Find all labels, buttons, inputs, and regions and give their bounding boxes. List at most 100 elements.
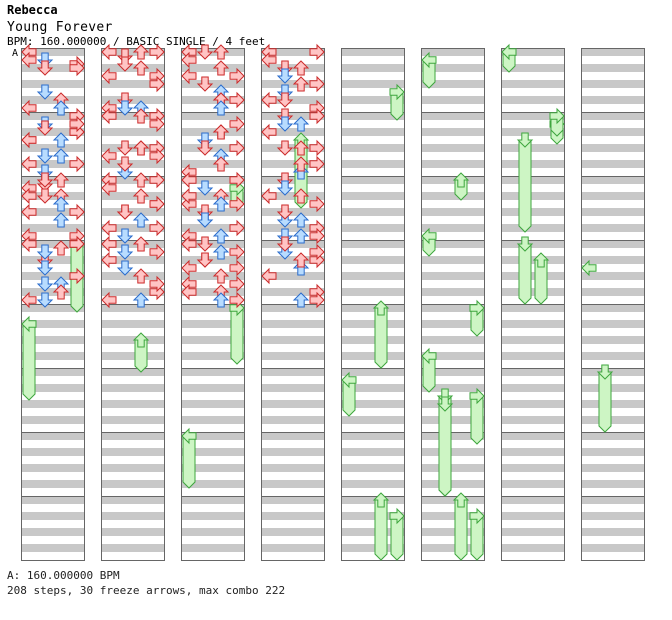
beat-stripe bbox=[501, 352, 565, 360]
step-arrow bbox=[21, 155, 37, 173]
freeze-arrow-head bbox=[581, 259, 597, 277]
beat-stripe bbox=[261, 160, 325, 168]
beat-stripe bbox=[261, 192, 325, 200]
step-arrow bbox=[69, 203, 85, 221]
beat-stripe bbox=[421, 256, 485, 264]
step-arrow bbox=[196, 140, 214, 156]
beat-stripe bbox=[101, 416, 165, 424]
beat-stripe bbox=[421, 48, 485, 56]
beat-stripe bbox=[501, 304, 565, 312]
step-arrow bbox=[69, 235, 85, 253]
beat-stripe bbox=[261, 272, 325, 280]
beat-stripe bbox=[581, 256, 645, 264]
step-arrow bbox=[309, 155, 325, 173]
freeze-arrow-head bbox=[469, 507, 485, 525]
beat-stripe bbox=[421, 336, 485, 344]
beat-stripe bbox=[101, 512, 165, 520]
step-arrow bbox=[276, 140, 294, 156]
beat-stripe bbox=[341, 128, 405, 136]
beat-stripe bbox=[421, 272, 485, 280]
freeze-arrow-head bbox=[389, 83, 405, 101]
beat-stripe bbox=[261, 80, 325, 88]
beat-stripe bbox=[341, 416, 405, 424]
beat-stripe bbox=[261, 496, 325, 504]
freeze-arrow-head bbox=[421, 227, 437, 245]
step-arrow bbox=[292, 140, 310, 156]
step-arrow bbox=[196, 252, 214, 268]
beat-stripe bbox=[341, 480, 405, 488]
beat-stripe bbox=[341, 256, 405, 264]
step-arrow bbox=[229, 91, 245, 109]
step-arrow bbox=[69, 155, 85, 173]
beat-stripe bbox=[261, 384, 325, 392]
beat-stripe bbox=[501, 224, 565, 232]
step-arrow bbox=[181, 171, 197, 189]
freeze-arrow-head bbox=[341, 371, 357, 389]
freeze-body bbox=[518, 243, 532, 305]
step-arrow bbox=[229, 171, 245, 189]
beat-stripe bbox=[101, 448, 165, 456]
step-arrow bbox=[116, 244, 134, 260]
beat-stripe bbox=[421, 96, 485, 104]
beat-stripe bbox=[181, 256, 245, 264]
beat-stripe bbox=[101, 272, 165, 280]
beat-stripe bbox=[581, 368, 645, 376]
beat-stripe bbox=[101, 112, 165, 120]
step-arrow bbox=[101, 147, 117, 165]
step-arrow bbox=[276, 236, 294, 252]
beat-stripe bbox=[581, 400, 645, 408]
freeze-arrow-head bbox=[452, 172, 470, 188]
beat-stripe bbox=[581, 304, 645, 312]
beat-stripe bbox=[581, 208, 645, 216]
freeze-arrow-head bbox=[421, 347, 437, 365]
step-arrow bbox=[132, 140, 150, 156]
step-arrow bbox=[36, 260, 54, 276]
beat-stripe bbox=[261, 256, 325, 264]
beat-stripe bbox=[341, 48, 405, 56]
freeze-arrow-head bbox=[421, 51, 437, 69]
beat-stripe bbox=[261, 320, 325, 328]
step-arrow bbox=[292, 60, 310, 76]
step-arrow bbox=[116, 140, 134, 156]
step-arrow bbox=[149, 171, 165, 189]
beat-stripe bbox=[21, 368, 85, 376]
beat-stripe bbox=[181, 80, 245, 88]
beat-stripe bbox=[181, 128, 245, 136]
step-arrow bbox=[132, 212, 150, 228]
beat-stripe bbox=[581, 320, 645, 328]
beat-stripe bbox=[341, 352, 405, 360]
beat-stripe bbox=[21, 240, 85, 248]
beat-stripe bbox=[501, 368, 565, 376]
beat-stripe bbox=[181, 400, 245, 408]
step-arrow bbox=[212, 60, 230, 76]
step-arrow bbox=[36, 292, 54, 308]
beat-stripe bbox=[181, 288, 245, 296]
step-arrow bbox=[292, 292, 310, 308]
step-arrow bbox=[116, 156, 134, 172]
beat-stripe bbox=[501, 128, 565, 136]
step-arrow bbox=[292, 252, 310, 268]
beat-stripe bbox=[341, 304, 405, 312]
beat-stripe bbox=[501, 272, 565, 280]
beat-stripe bbox=[581, 224, 645, 232]
beat-stripe bbox=[581, 288, 645, 296]
beat-stripe bbox=[581, 432, 645, 440]
step-arrow bbox=[52, 100, 70, 116]
beat-stripe bbox=[21, 480, 85, 488]
step-arrow bbox=[292, 188, 310, 204]
beat-stripe bbox=[21, 48, 85, 56]
beat-stripe bbox=[21, 64, 85, 72]
beat-stripe bbox=[181, 272, 245, 280]
step-arrow bbox=[212, 292, 230, 308]
beat-stripe bbox=[421, 384, 485, 392]
chart-stats: 208 steps, 30 freeze arrows, max combo 2… bbox=[7, 584, 286, 597]
beat-stripe bbox=[421, 320, 485, 328]
step-arrow bbox=[196, 236, 214, 252]
step-arrow bbox=[309, 75, 325, 93]
step-arrow bbox=[309, 227, 325, 245]
step-arrow bbox=[132, 268, 150, 284]
step-arrow bbox=[36, 276, 54, 292]
beat-stripe bbox=[581, 192, 645, 200]
beat-stripe bbox=[21, 336, 85, 344]
